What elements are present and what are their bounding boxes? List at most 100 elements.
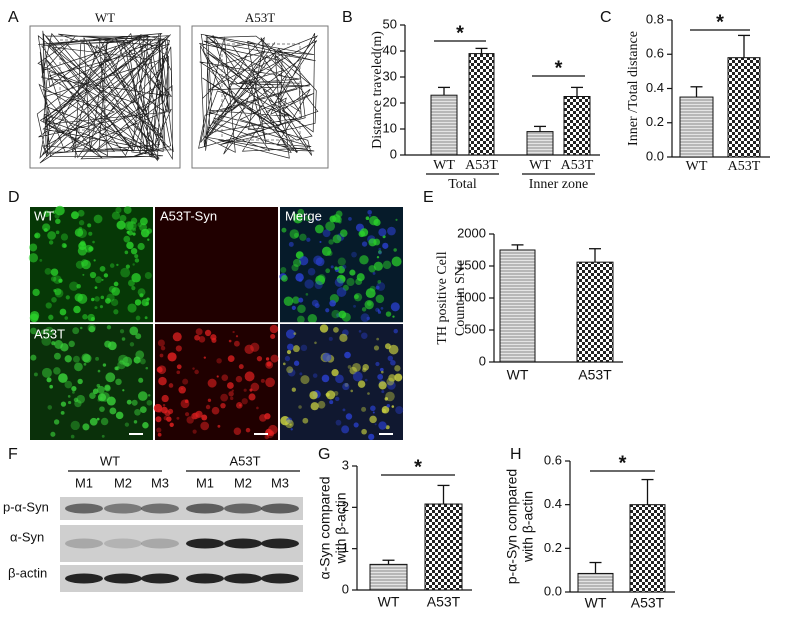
cell — [55, 205, 65, 216]
cell — [168, 383, 174, 388]
cell — [41, 367, 52, 378]
y-axis-label: α-Syn compared — [317, 476, 333, 579]
lane-label: M3 — [271, 475, 289, 490]
cell — [51, 297, 57, 303]
cell — [298, 278, 303, 282]
cell — [335, 216, 342, 223]
cell — [250, 382, 260, 392]
cell — [326, 390, 336, 400]
cell — [45, 302, 52, 309]
cell — [304, 215, 311, 222]
cell — [126, 220, 137, 231]
cell — [204, 329, 212, 337]
image-label: WT — [95, 10, 115, 25]
cell — [184, 412, 190, 417]
cell — [94, 296, 100, 302]
cell — [280, 267, 287, 274]
cell — [102, 363, 107, 367]
cell — [375, 361, 380, 367]
cell — [313, 255, 323, 265]
x-tick-label: WT — [378, 594, 400, 610]
cell — [74, 362, 83, 372]
cell — [72, 390, 75, 394]
cell — [81, 353, 91, 363]
cell — [195, 328, 203, 336]
panel-letter: B — [342, 9, 353, 26]
cell — [367, 392, 370, 395]
cell — [265, 377, 275, 388]
cell — [107, 341, 117, 351]
cell — [119, 214, 127, 222]
cell — [60, 233, 69, 241]
cell — [139, 293, 144, 298]
lane-label: M1 — [196, 475, 214, 490]
panel-letter: G — [318, 446, 330, 463]
cell — [64, 316, 69, 320]
cell — [238, 364, 244, 370]
cell — [390, 302, 400, 312]
cell — [339, 229, 348, 237]
cell — [131, 286, 136, 291]
cell — [373, 345, 380, 351]
bar — [499, 249, 536, 363]
microscopy-labels: WT A53T-Syn Merge A53T — [34, 208, 322, 341]
cell — [115, 411, 124, 420]
cell — [122, 389, 125, 392]
cell — [97, 385, 105, 394]
cell — [68, 340, 75, 348]
y-tick-label: 2 — [342, 499, 349, 514]
cell — [299, 233, 307, 241]
cell — [362, 363, 369, 371]
cell — [335, 419, 342, 426]
cell — [82, 423, 90, 431]
cell — [74, 293, 83, 302]
significance-mark: * — [716, 11, 724, 33]
cell — [297, 304, 306, 314]
cell — [281, 275, 288, 282]
blot-band — [261, 573, 299, 584]
cell — [386, 403, 391, 408]
cell — [325, 308, 330, 313]
significance-mark: * — [414, 456, 422, 478]
cell — [87, 313, 95, 322]
blot-band — [224, 573, 262, 584]
cell — [364, 378, 368, 382]
cell — [357, 380, 366, 388]
cell — [73, 397, 79, 403]
bar — [526, 131, 554, 156]
cell — [131, 399, 138, 406]
cell — [393, 328, 398, 334]
cell — [392, 315, 395, 318]
cell — [140, 217, 148, 226]
cell — [365, 288, 376, 299]
cell — [336, 287, 347, 297]
blot-band — [186, 503, 224, 514]
cell — [220, 393, 229, 402]
group-label: WT — [100, 453, 120, 468]
cell — [386, 381, 396, 390]
cell — [387, 226, 396, 236]
cell — [366, 301, 372, 307]
cell — [200, 421, 210, 431]
cell — [53, 367, 61, 375]
cell — [192, 367, 195, 370]
cell — [81, 259, 91, 270]
cell — [351, 251, 357, 258]
cell — [250, 342, 260, 352]
image-label: A53T — [245, 10, 275, 25]
cell — [106, 325, 112, 330]
cell — [217, 424, 221, 428]
cell — [236, 402, 243, 409]
cell — [65, 295, 70, 300]
cell — [314, 341, 317, 345]
cell — [393, 248, 397, 252]
cell — [58, 278, 63, 283]
cell — [368, 433, 375, 440]
cell — [30, 327, 37, 335]
cell — [377, 310, 382, 314]
x-tick-label: A53T — [465, 158, 498, 173]
cell — [248, 393, 256, 401]
y-axis-label: Distance traveled(m) — [370, 31, 385, 149]
cell — [332, 234, 342, 244]
blot-band — [186, 573, 224, 584]
